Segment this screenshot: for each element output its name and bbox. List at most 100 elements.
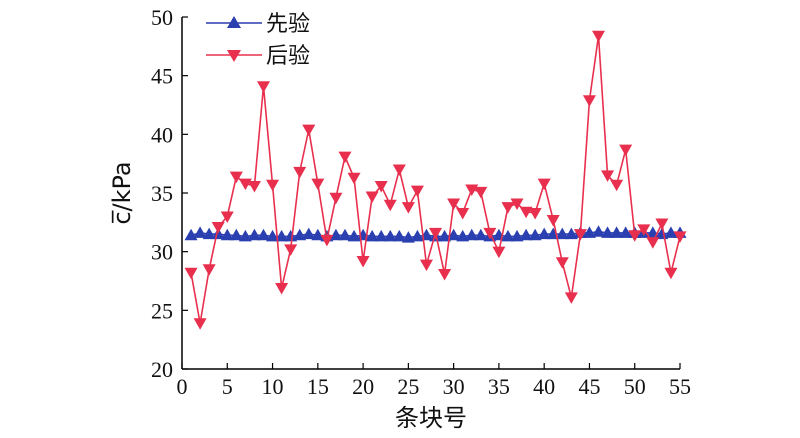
data-point	[419, 259, 433, 272]
data-point	[193, 318, 207, 330]
y-axis-title: c̅/kPa	[108, 161, 136, 224]
data-point	[220, 211, 234, 223]
data-point	[392, 229, 406, 242]
y-tick-label: 35	[151, 181, 173, 206]
data-point	[383, 199, 397, 212]
x-tick-label: 30	[443, 374, 465, 399]
data-point	[510, 198, 524, 211]
data-point	[410, 185, 424, 198]
x-tick-label: 50	[624, 374, 646, 399]
data-point	[266, 179, 280, 192]
legend-marker-prior	[227, 16, 241, 28]
x-tick-label: 40	[533, 374, 555, 399]
data-point	[293, 228, 307, 241]
data-point	[401, 202, 415, 214]
data-point	[447, 198, 461, 211]
data-point	[193, 226, 207, 238]
x-tick-label: 55	[669, 374, 691, 399]
legend-label-prior: 先验	[266, 12, 310, 37]
data-point	[211, 222, 225, 234]
data-point	[664, 226, 678, 238]
data-point	[492, 246, 506, 259]
data-point	[628, 230, 642, 242]
data-point	[202, 264, 216, 276]
data-point	[474, 228, 488, 241]
data-point	[528, 228, 542, 241]
data-point	[610, 179, 624, 192]
data-point	[582, 226, 596, 238]
data-point	[619, 226, 633, 238]
data-point	[374, 229, 388, 242]
data-point	[284, 229, 298, 242]
y-tick-label: 20	[151, 357, 173, 382]
y-tick-label: 40	[151, 122, 173, 147]
legend-label-posterior: 后验	[266, 44, 310, 69]
data-point	[202, 227, 216, 240]
data-point	[510, 229, 524, 242]
data-point	[610, 226, 624, 238]
data-point	[564, 292, 578, 304]
data-point	[501, 202, 515, 214]
data-point	[573, 229, 587, 241]
data-point	[329, 192, 343, 205]
x-axis-title: 条块号	[395, 404, 467, 432]
data-point	[229, 228, 243, 241]
data-point	[664, 267, 678, 280]
data-point	[555, 257, 569, 269]
data-point	[383, 229, 397, 242]
data-point	[247, 228, 261, 241]
data-point	[374, 180, 388, 193]
x-tick-label: 0	[177, 374, 188, 399]
x-ticks: 0 5 10 15 20 25 30 35 40 45 50 55	[177, 363, 691, 399]
data-point	[247, 180, 261, 193]
x-tick-label: 25	[397, 374, 419, 399]
data-point	[592, 225, 606, 237]
data-point	[456, 207, 470, 220]
data-point	[401, 231, 415, 243]
data-point	[365, 191, 379, 204]
series-posterior	[184, 30, 687, 330]
data-point	[347, 229, 361, 242]
data-point	[275, 283, 289, 295]
data-point	[338, 228, 352, 241]
data-point	[637, 224, 651, 236]
data-point	[311, 228, 325, 241]
data-point	[519, 228, 533, 241]
x-tick-label: 15	[307, 374, 329, 399]
data-point	[673, 231, 687, 243]
data-point	[564, 227, 578, 240]
data-point	[447, 228, 461, 241]
series	[184, 30, 687, 330]
data-point	[537, 227, 551, 240]
data-point	[438, 229, 452, 242]
data-point	[229, 171, 243, 184]
data-point	[519, 206, 533, 219]
data-point	[410, 229, 424, 242]
y-tick-label: 45	[151, 64, 173, 89]
data-point	[592, 30, 606, 43]
y-tick-label: 25	[151, 298, 173, 323]
data-point	[266, 229, 280, 242]
axes	[181, 17, 680, 370]
data-point	[329, 228, 343, 241]
data-point	[555, 227, 569, 240]
data-point	[546, 214, 560, 227]
data-point	[238, 229, 252, 242]
data-point	[456, 229, 470, 242]
legend-marker-posterior	[227, 50, 241, 62]
data-point	[601, 226, 615, 238]
data-point	[356, 256, 370, 268]
data-point	[501, 229, 515, 242]
data-point	[293, 166, 307, 179]
data-point	[256, 81, 270, 93]
x-tick-label: 35	[488, 374, 510, 399]
data-point	[302, 124, 316, 137]
x-tick-label: 5	[222, 374, 233, 399]
x-tick-label: 45	[578, 374, 600, 399]
x-tick-label: 10	[262, 374, 284, 399]
data-point	[528, 207, 542, 220]
data-point	[601, 170, 615, 182]
legend: 先验 后验	[206, 12, 310, 69]
x-tick-label: 20	[352, 374, 374, 399]
